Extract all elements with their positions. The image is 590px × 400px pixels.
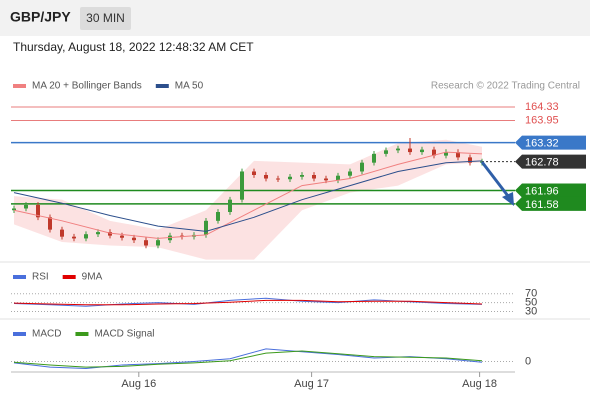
candle-body [132, 237, 136, 241]
x-tick-label: Aug 16 [121, 378, 156, 390]
x-tick-label: Aug 18 [462, 378, 497, 390]
symbol: GBP/JPY [10, 9, 71, 25]
candle-body [108, 232, 112, 236]
legend-label: RSI [32, 272, 49, 283]
moving-average [13, 151, 483, 239]
legend-swatch [13, 332, 26, 336]
candle-body [312, 175, 316, 179]
candle-body [96, 232, 100, 235]
candle-body [216, 212, 220, 221]
candle-body [408, 148, 412, 153]
candle-body [84, 234, 88, 239]
projection-arrowhead [502, 192, 514, 206]
legend-swatch [62, 275, 76, 279]
bollinger-band [446, 139, 482, 165]
level-label: 163.32 [525, 137, 559, 149]
candle-body [264, 175, 268, 179]
legend-label: MACD Signal [94, 329, 154, 340]
legend-swatch [13, 84, 26, 88]
candle-body [72, 236, 76, 239]
last-price-label: 162.78 [525, 157, 559, 169]
candle-body [12, 208, 16, 211]
candle-body [276, 178, 280, 180]
candle-body [36, 204, 40, 218]
candle-body [144, 240, 148, 246]
candle-body [120, 235, 124, 238]
candle-body [372, 153, 376, 163]
candle-body [156, 240, 160, 246]
level-tag [515, 196, 586, 211]
candle-body [288, 176, 292, 180]
indicator-line [13, 350, 483, 368]
x-tick-label: Aug 17 [294, 378, 329, 390]
y-tick-label: 0 [525, 355, 531, 367]
candle-body [60, 229, 64, 237]
legend-label: MA 50 [175, 81, 204, 92]
moving-average [13, 160, 483, 232]
timestamp: Thursday, August 18, 2022 12:48:32 AM CE… [13, 40, 254, 54]
candle-body [300, 175, 304, 177]
legend-swatch [75, 332, 89, 336]
candle-body [396, 148, 400, 151]
interval-button[interactable] [80, 7, 131, 30]
candle-body [252, 171, 256, 175]
candle-body [24, 204, 28, 209]
candle-body [468, 157, 472, 163]
level-label: 161.96 [525, 185, 559, 197]
level-label: 161.58 [525, 199, 559, 211]
interval-label[interactable]: 30 MIN [86, 11, 125, 25]
level-label: 164.33 [525, 101, 559, 113]
credit: Research © 2022 Trading Central [431, 81, 580, 92]
candle-body [48, 217, 52, 230]
bollinger-band [254, 160, 302, 260]
candle-body [240, 171, 244, 200]
level-label: 163.95 [525, 114, 559, 126]
candle-body [456, 152, 460, 158]
candle-body [348, 171, 352, 176]
last-price-tag [515, 154, 586, 169]
candle-body [324, 178, 328, 181]
legend-swatch [155, 84, 169, 88]
level-tag [515, 135, 586, 150]
level-tag [515, 183, 586, 198]
candle-body [228, 199, 232, 213]
candle-body [420, 149, 424, 153]
candle-body [336, 175, 340, 181]
indicator-line [13, 299, 483, 306]
candle-body [360, 162, 364, 172]
projection-arrow [480, 161, 510, 197]
legend-swatch [13, 275, 26, 279]
legend-label: MA 20 + Bollinger Bands [32, 81, 142, 92]
candle-body [180, 235, 184, 237]
legend-label: 9MA [82, 272, 103, 283]
legend-label: MACD [32, 329, 61, 340]
candle-body [384, 150, 388, 154]
candle-body [204, 220, 208, 235]
y-tick-label: 30 [525, 305, 537, 317]
candle-body [432, 149, 436, 156]
y-tick-label: 70 [525, 288, 537, 300]
candle-body [444, 152, 448, 156]
y-tick-label: 50 [525, 297, 537, 309]
